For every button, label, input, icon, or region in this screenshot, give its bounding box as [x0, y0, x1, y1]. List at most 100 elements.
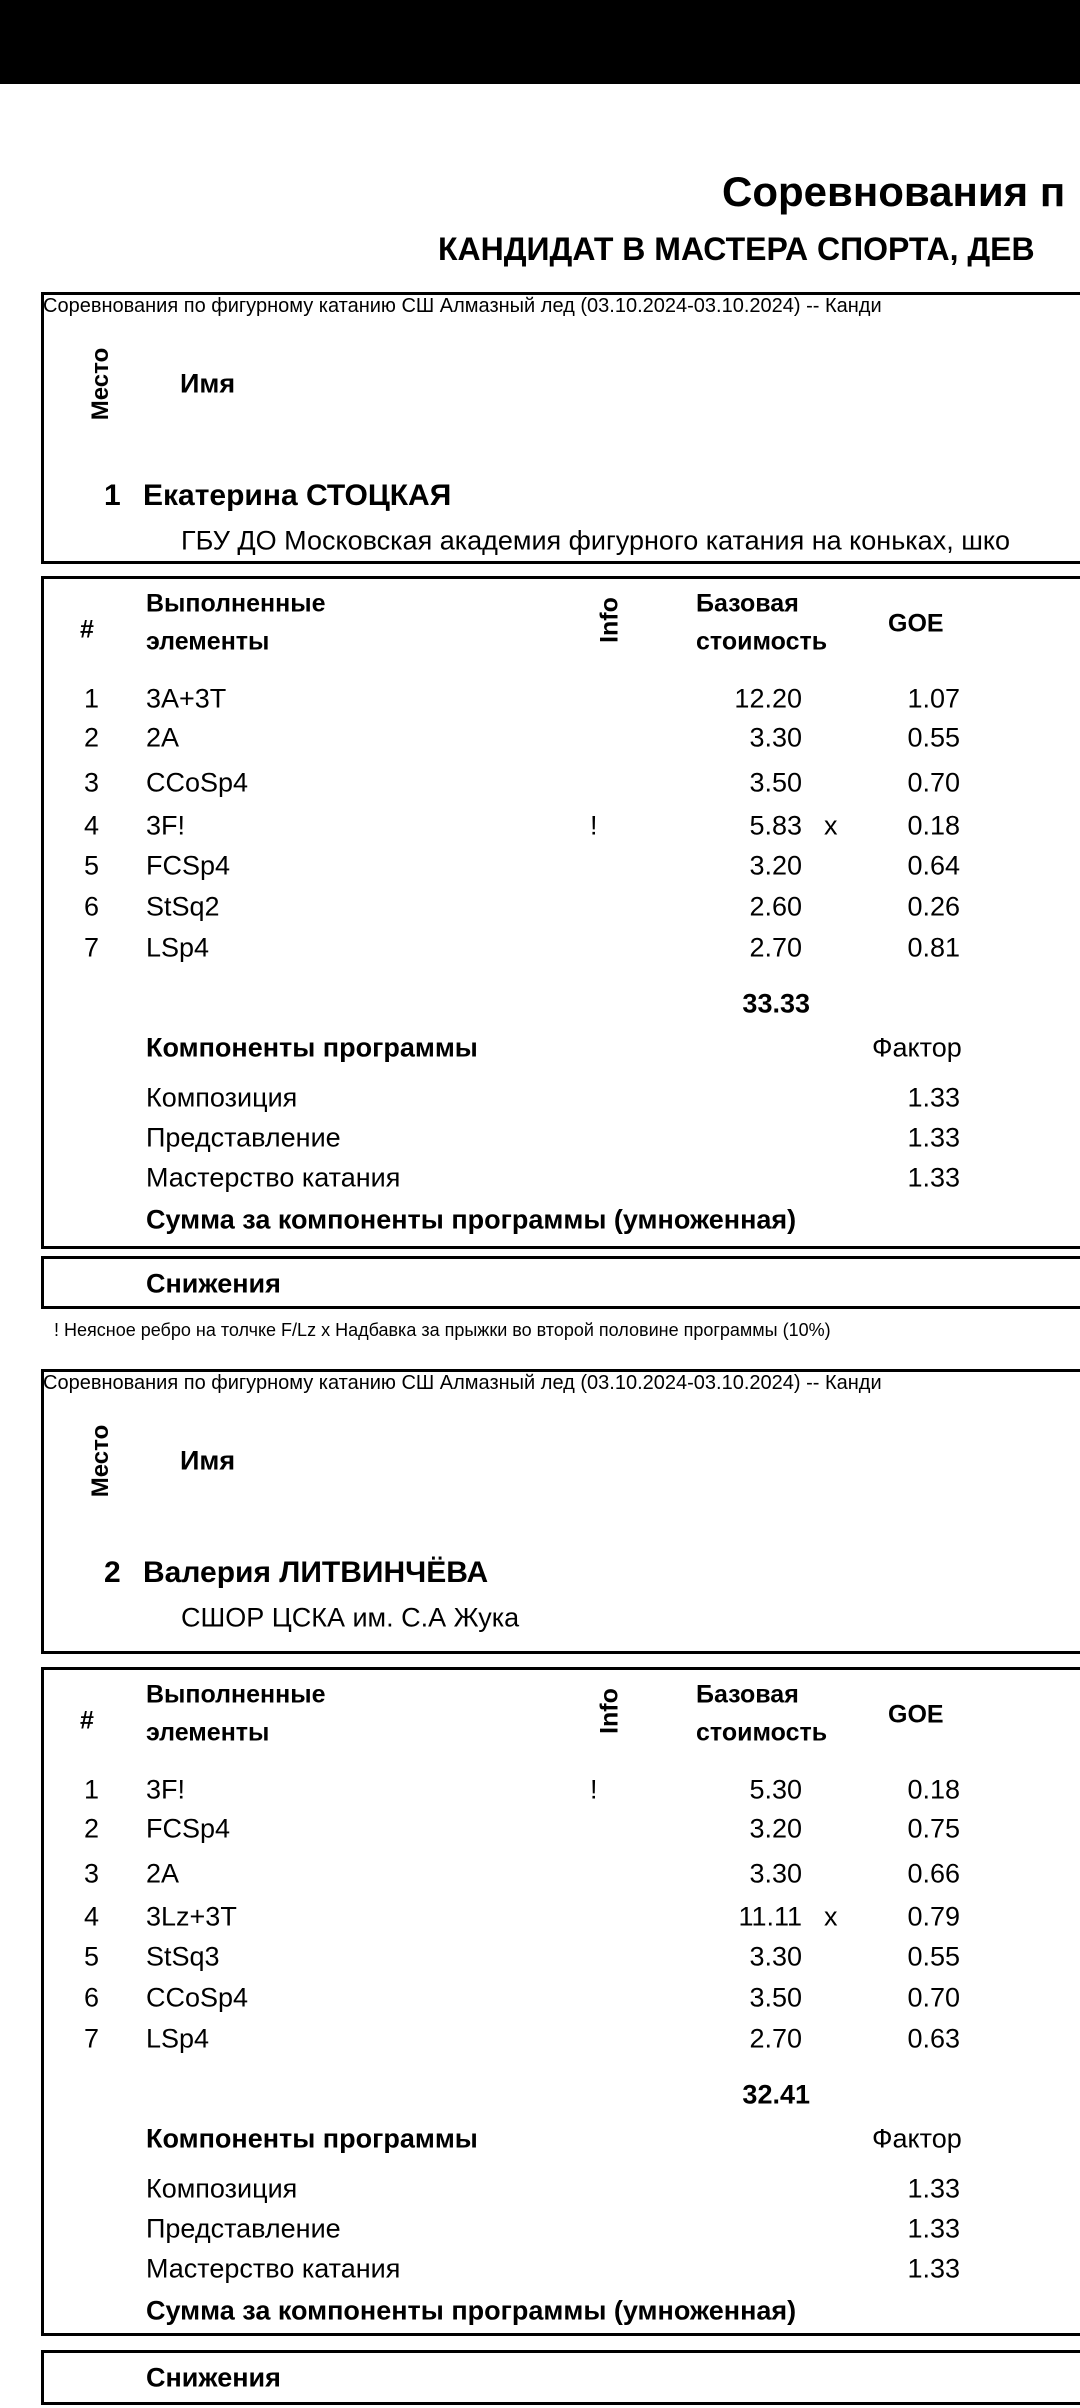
element-goe: 0.81 [907, 932, 960, 963]
col-num-header: # [80, 1706, 94, 1735]
element-code: 2A [146, 722, 180, 753]
footnote: ! Неясное ребро на толчке F/Lz x Надбавк… [54, 1320, 831, 1340]
deductions-box [41, 2350, 1080, 2405]
deductions-label: Снижения [146, 2362, 281, 2393]
skater-name: Валерия ЛИТВИНЧЁВА [143, 1556, 489, 1589]
page-subtitle: КАНДИДАТ В МАСТЕРА СПОРТА, ДЕВ [438, 231, 1035, 267]
base-total: 32.41 [742, 2079, 810, 2110]
col-elements-header: Выполненные [146, 1680, 326, 1709]
element-base-value: 2.70 [749, 932, 802, 963]
place-label: Место [87, 347, 114, 421]
component-factor: 1.33 [907, 2253, 960, 2284]
event-line: Соревнования по фигурному катанию СШ Алм… [43, 1372, 882, 1394]
component-name: Композиция [146, 2173, 298, 2204]
element-base-value: 11.11 [738, 1901, 802, 1932]
element-goe: 0.18 [907, 810, 960, 841]
element-goe: 0.75 [907, 1813, 960, 1844]
component-name: Представление [146, 1122, 341, 1153]
col-base-header: стоимость [696, 627, 828, 656]
element-number: 7 [84, 2023, 100, 2054]
skater-place: 1 [104, 479, 121, 512]
status-bar [0, 0, 1080, 84]
element-code: FCSp4 [146, 850, 231, 881]
components-header: Компоненты программы [146, 2123, 478, 2154]
skater-header-box [41, 1369, 1080, 1654]
element-goe: 0.55 [907, 722, 960, 753]
col-base-header: Базовая [696, 589, 799, 618]
element-bonus-mark: x [824, 810, 838, 841]
element-code: 3F! [146, 810, 186, 841]
element-number: 3 [84, 767, 100, 798]
element-code: CCoSp4 [146, 1982, 249, 2013]
element-number: 1 [84, 683, 100, 714]
element-code: 2A [146, 1858, 180, 1889]
element-number: 4 [84, 1901, 100, 1932]
element-base-value: 3.20 [749, 1813, 802, 1844]
skater-name: Екатерина СТОЦКАЯ [143, 479, 452, 512]
deductions-label: Снижения [146, 1268, 281, 1299]
element-goe: 0.70 [907, 1982, 960, 2013]
element-number: 5 [84, 1941, 100, 1972]
components-header: Компоненты программы [146, 1032, 478, 1063]
element-info: ! [590, 810, 598, 841]
factor-header: Фактор [872, 2123, 962, 2154]
component-factor: 1.33 [907, 2173, 960, 2204]
element-goe: 0.79 [907, 1901, 960, 1932]
element-code: 3Lz+3T [146, 1901, 237, 1932]
element-number: 6 [84, 891, 100, 922]
skater-club: ГБУ ДО Московская академия фигурного кат… [181, 525, 1010, 556]
element-base-value: 3.30 [749, 1858, 802, 1889]
component-name: Мастерство катания [146, 2253, 401, 2284]
skater-header-box [41, 292, 1080, 564]
component-factor: 1.33 [907, 1162, 960, 1193]
element-base-value: 3.50 [749, 1982, 802, 2013]
element-base-value: 2.60 [749, 891, 802, 922]
element-code: LSp4 [146, 2023, 210, 2054]
element-code: 3A+3T [146, 683, 227, 714]
element-base-value: 3.20 [749, 850, 802, 881]
element-base-value: 12.20 [734, 683, 802, 714]
col-info-header: Info [595, 597, 624, 643]
element-number: 2 [84, 1813, 100, 1844]
element-number: 3 [84, 1858, 100, 1889]
col-elements-header: элементы [146, 627, 270, 656]
element-goe: 0.18 [907, 1774, 960, 1805]
base-total: 33.33 [742, 988, 810, 1019]
col-base-header: Базовая [696, 1680, 799, 1709]
place-label: Место [87, 1424, 114, 1498]
skater-place: 2 [104, 1556, 121, 1589]
element-base-value: 3.30 [749, 722, 802, 753]
col-elements-header: элементы [146, 1718, 270, 1747]
col-goe-header: GOE [888, 1700, 944, 1729]
element-goe: 0.63 [907, 2023, 960, 2054]
element-number: 6 [84, 1982, 100, 2013]
component-factor: 1.33 [907, 1082, 960, 1113]
element-number: 1 [84, 1774, 100, 1805]
element-base-value: 5.83 [749, 810, 802, 841]
element-goe: 1.07 [907, 683, 960, 714]
element-code: CCoSp4 [146, 767, 249, 798]
col-num-header: # [80, 615, 94, 644]
element-number: 5 [84, 850, 100, 881]
component-name: Мастерство катания [146, 1162, 401, 1193]
element-goe: 0.66 [907, 1858, 960, 1889]
component-name: Представление [146, 2213, 341, 2244]
element-number: 4 [84, 810, 100, 841]
page-title: Соревнования п [722, 168, 1066, 215]
name-label: Имя [180, 368, 236, 399]
element-base-value: 3.50 [749, 767, 802, 798]
col-goe-header: GOE [888, 609, 944, 638]
element-base-value: 5.30 [749, 1774, 802, 1805]
component-name: Композиция [146, 1082, 298, 1113]
element-code: LSp4 [146, 932, 210, 963]
element-bonus-mark: x [824, 1901, 838, 1932]
element-code: 3F! [146, 1774, 186, 1805]
name-label: Имя [180, 1445, 236, 1476]
event-line: Соревнования по фигурному катанию СШ Алм… [43, 295, 882, 317]
col-base-header: стоимость [696, 1718, 828, 1747]
element-code: FCSp4 [146, 1813, 231, 1844]
element-goe: 0.55 [907, 1941, 960, 1972]
element-goe: 0.64 [907, 850, 960, 881]
col-info-header: Info [595, 1688, 624, 1734]
col-elements-header: Выполненные [146, 589, 326, 618]
